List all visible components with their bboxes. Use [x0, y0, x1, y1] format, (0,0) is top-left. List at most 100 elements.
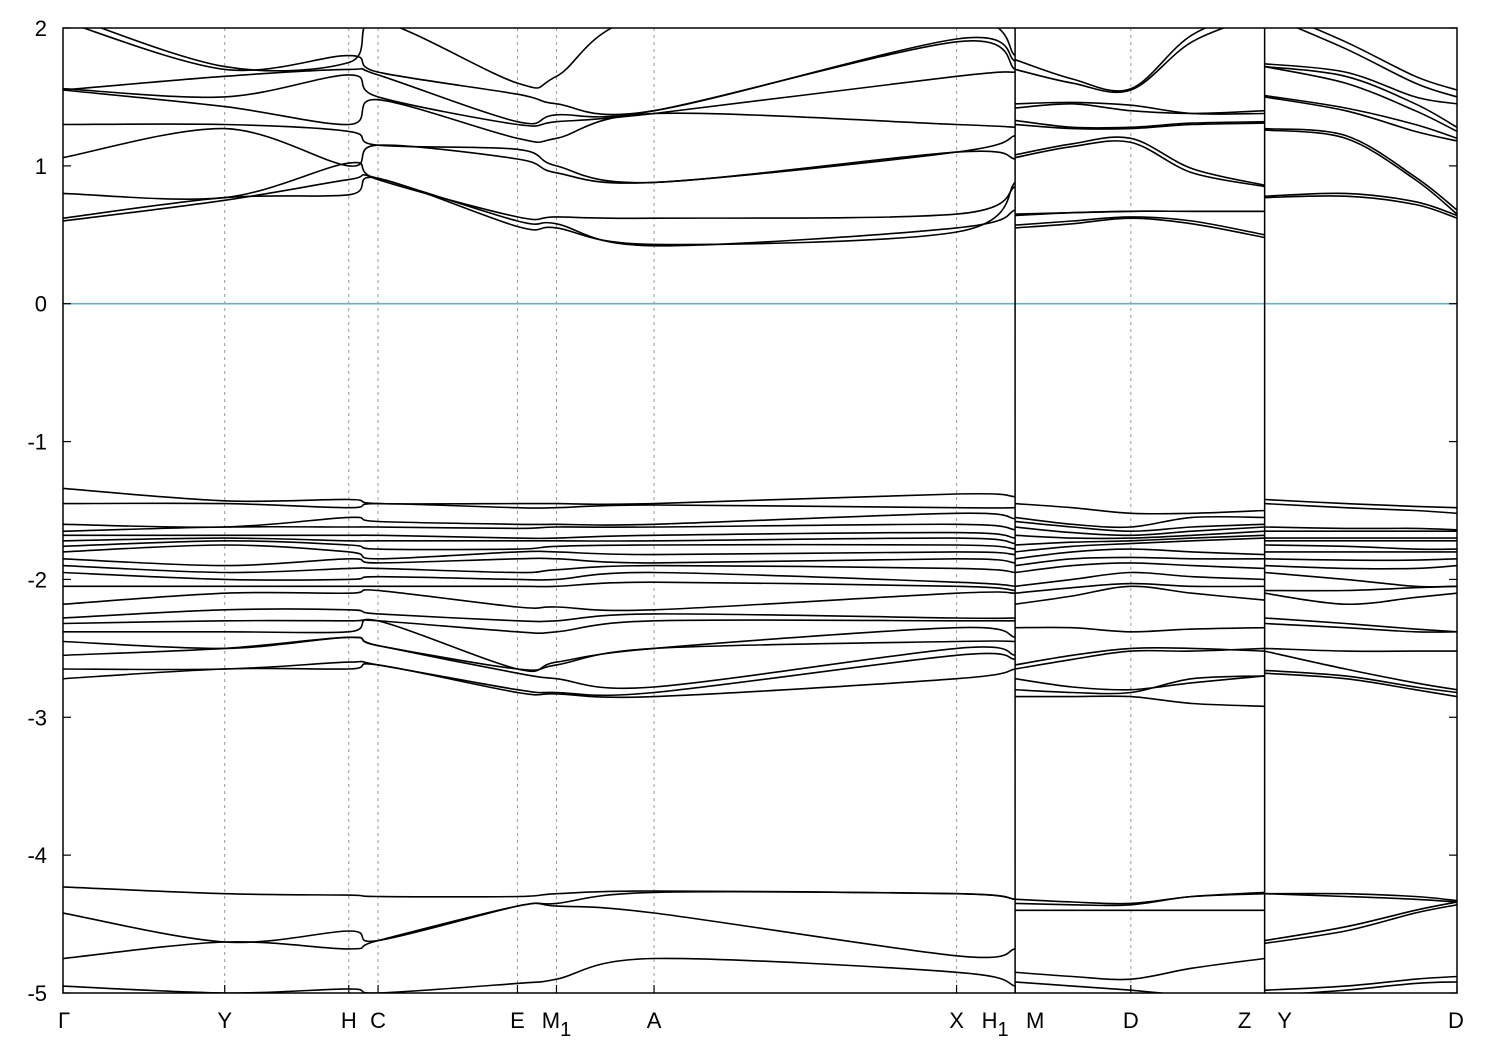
band-line-seg2-1: [1264, 975, 1457, 991]
band-line-seg0-1: [63, 902, 1016, 960]
band-line-seg1-12: [1015, 582, 1265, 594]
band-line-seg1-16: [1014, 548, 1265, 560]
band-line-seg1-20: [1015, 526, 1265, 537]
band-line-seg0-32: [81, 28, 1016, 116]
band-line-seg2-9: [1264, 647, 1457, 653]
band-line-seg1-4: [1015, 891, 1265, 905]
bands-layer: [63, 28, 1457, 993]
y-axis: 2 1 0 -1 -2 -3 -4 -5: [27, 16, 1457, 1006]
band-line-seg0-21: [63, 512, 1016, 529]
band-line-seg1-13: [1015, 571, 1265, 588]
y-tick-label: -2: [27, 567, 47, 592]
y-tick-label: 2: [35, 16, 47, 41]
band-line-seg1-31: [1015, 119, 1265, 129]
band-line-seg1-9: [1014, 646, 1265, 666]
y-tick-label: -5: [27, 981, 47, 1006]
y-tick-label: -4: [27, 843, 47, 868]
band-line-seg0-15: [63, 557, 1016, 567]
band-line-seg2-34: [1295, 28, 1457, 98]
band-line-seg0-14: [63, 564, 1016, 574]
band-line-seg1-30: [1015, 122, 1265, 130]
x-tick-label: A: [647, 1008, 662, 1033]
band-line-seg2-8: [1264, 650, 1457, 691]
band-line-seg2-4: [1264, 892, 1457, 902]
band-line-seg0-16: [63, 544, 1016, 560]
path-break-layer: [1014, 28, 1266, 993]
band-line-seg2-15: [1264, 564, 1457, 570]
band-line-seg1-10: [1015, 626, 1265, 633]
band-line-seg2-35: [1311, 28, 1457, 91]
band-line-seg2-2: [1264, 904, 1457, 945]
band-line-seg1-19: [1015, 530, 1265, 540]
band-line-seg2-33: [1264, 63, 1457, 105]
band-line-seg1-18: [1015, 534, 1265, 546]
band-line-seg0-20: [63, 523, 1016, 532]
band-line-seg1-34: [1014, 28, 1226, 94]
band-line-seg1-33: [1015, 101, 1265, 115]
band-line-seg1-3: [1015, 892, 1265, 907]
band-line-seg2-12: [1264, 592, 1457, 606]
band-line-seg0-0: [63, 957, 1016, 993]
band-line-seg0-22: [63, 502, 1016, 509]
band-line-seg1-14: [1015, 562, 1265, 574]
band-line-seg2-25: [1264, 195, 1457, 219]
band-line-seg2-0: [1294, 981, 1457, 993]
band-line-seg0-31: [63, 39, 1016, 125]
band-line-seg0-11: [63, 589, 1016, 612]
band-line-seg1-0: [1015, 981, 1169, 993]
band-line-seg2-3: [1264, 901, 1457, 942]
band-line-seg1-15: [1015, 556, 1265, 567]
band-line-seg2-24: [1264, 498, 1457, 509]
band-line-seg0-33: [98, 28, 1016, 89]
band-line-seg2-14: [1264, 571, 1457, 588]
band-line-seg2-28: [1264, 127, 1457, 211]
x-tick-label: Z: [1238, 1008, 1251, 1033]
band-line-seg1-29: [1014, 136, 1265, 186]
band-line-seg0-18: [63, 537, 1016, 545]
band-line-seg2-16: [1264, 558, 1457, 562]
x-tick-label: M: [1026, 1008, 1044, 1033]
x-tick-label: D: [1448, 1008, 1464, 1033]
band-line-seg1-24: [1015, 217, 1265, 239]
band-line-seg2-10: [1264, 622, 1457, 633]
band-line-seg0-13: [63, 571, 1016, 588]
band-line-seg0-5: [63, 652, 1016, 697]
band-line-seg0-17: [63, 539, 1016, 551]
band-line-seg0-29: [63, 89, 1016, 144]
band-line-seg0-26: [63, 161, 1016, 221]
band-line-seg1-5: [1015, 695, 1265, 708]
band-line-seg2-32: [1264, 65, 1457, 128]
band-line-seg0-27: [63, 127, 1016, 184]
band-line-seg2-23: [1264, 502, 1457, 515]
x-tick-label: M1: [542, 1008, 571, 1041]
x-tick-label: H1: [982, 1008, 1009, 1041]
band-line-seg2-5: [1264, 892, 1457, 903]
band-line-seg0-6: [63, 636, 1016, 690]
band-line-seg2-29: [1264, 96, 1457, 142]
x-tick-label: X: [949, 1008, 964, 1033]
band-line-seg2-22: [1264, 526, 1457, 531]
band-line-seg1-27: [1015, 210, 1265, 215]
band-line-seg1-23: [1015, 502, 1265, 515]
band-line-seg0-2: [63, 890, 1016, 944]
band-line-seg0-9: [63, 619, 1016, 635]
grid-layer: [224, 28, 1266, 993]
band-line-seg1-25: [1015, 216, 1265, 236]
x-tick-label: C: [370, 1008, 386, 1033]
band-line-seg0-28: [63, 123, 1016, 184]
band-line-seg2-11: [1264, 617, 1457, 633]
band-line-seg1-32: [1015, 102, 1265, 115]
band-line-seg2-6: [1264, 672, 1457, 698]
band-line-seg1-6: [1015, 675, 1265, 695]
band-line-seg1-7: [1014, 675, 1265, 691]
x-tick-label: Γ: [58, 1008, 70, 1033]
y-tick-label: -3: [27, 705, 47, 730]
band-line-seg0-24: [63, 176, 1016, 246]
x-tick-label: D: [1123, 1008, 1139, 1033]
band-line-seg2-26: [1264, 192, 1457, 217]
band-line-seg1-11: [1014, 585, 1265, 605]
band-line-seg2-7: [1264, 669, 1457, 694]
band-line-seg1-35: [1014, 28, 1208, 92]
band-line-seg0-19: [63, 531, 1016, 540]
